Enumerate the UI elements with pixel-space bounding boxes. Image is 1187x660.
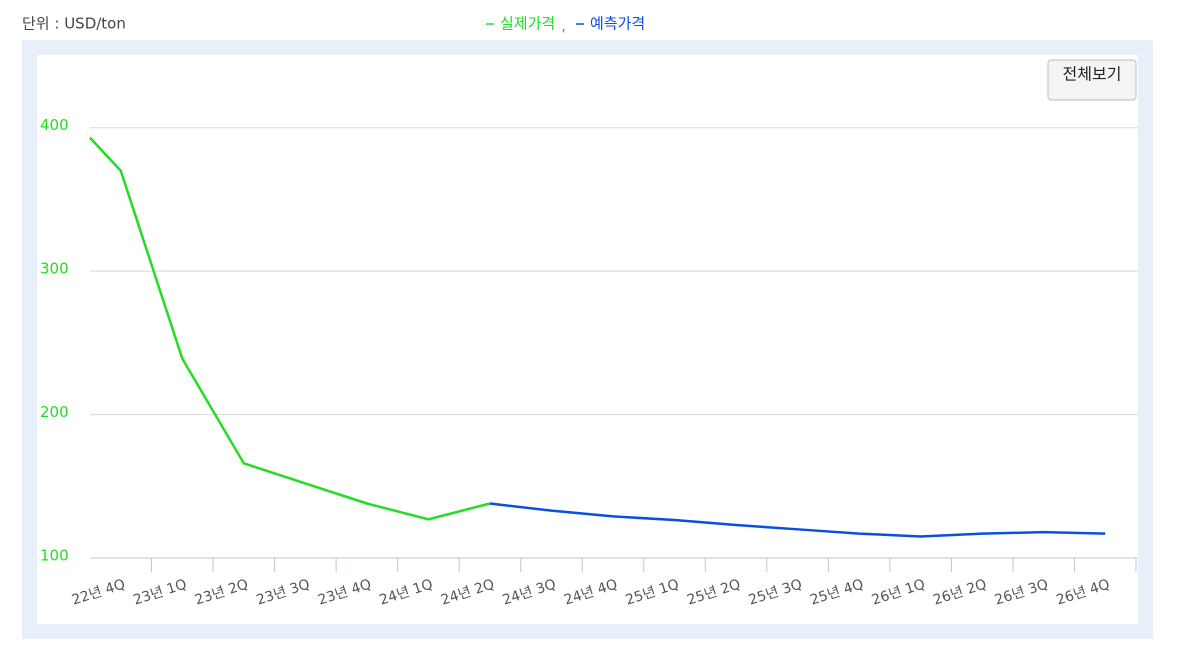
button[interactable] bbox=[1047, 59, 1137, 101]
y-tick-label: 400 bbox=[40, 116, 69, 134]
y-tick-label: 100 bbox=[40, 547, 69, 565]
legend-label: 예측가격 bbox=[590, 15, 645, 33]
y-tick-label: 300 bbox=[40, 260, 69, 278]
plot-bg bbox=[37, 55, 1138, 624]
y-tick-label: 200 bbox=[40, 403, 69, 421]
series-line bbox=[89, 136, 491, 521]
legend-label: 실제가격 bbox=[500, 15, 555, 33]
legend: 실제가격, 예측가격 bbox=[486, 15, 645, 35]
legend-separator: , bbox=[561, 17, 566, 35]
series-line bbox=[489, 502, 1106, 538]
unit-label: 단위 : USD/ton bbox=[22, 15, 126, 33]
button-label[interactable]: 전체보기 bbox=[1063, 65, 1122, 84]
